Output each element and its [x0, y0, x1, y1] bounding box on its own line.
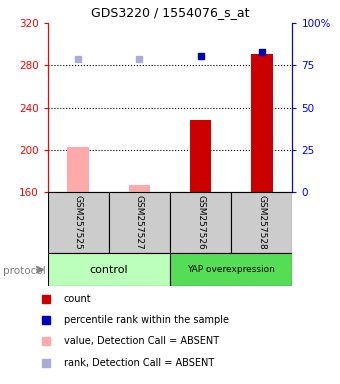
Bar [48, 192, 109, 253]
Text: percentile rank within the sample: percentile rank within the sample [64, 315, 229, 325]
Bar [170, 253, 292, 286]
Text: value, Detection Call = ABSENT: value, Detection Call = ABSENT [64, 336, 219, 346]
Text: GSM257526: GSM257526 [196, 195, 205, 250]
Bar [48, 253, 170, 286]
Text: GSM257527: GSM257527 [135, 195, 144, 250]
Text: GSM257525: GSM257525 [74, 195, 83, 250]
Bar [109, 192, 170, 253]
Text: protocol: protocol [3, 266, 46, 276]
Text: rank, Detection Call = ABSENT: rank, Detection Call = ABSENT [64, 358, 214, 367]
Bar [190, 120, 211, 192]
Bar [251, 54, 273, 192]
Text: control: control [89, 265, 128, 275]
Bar [129, 185, 150, 192]
Bar [170, 192, 231, 253]
Text: YAP overexpression: YAP overexpression [187, 265, 275, 274]
Bar [231, 192, 292, 253]
Text: GSM257528: GSM257528 [257, 195, 266, 250]
Title: GDS3220 / 1554076_s_at: GDS3220 / 1554076_s_at [91, 6, 249, 19]
Bar [68, 147, 89, 192]
Text: count: count [64, 294, 91, 304]
